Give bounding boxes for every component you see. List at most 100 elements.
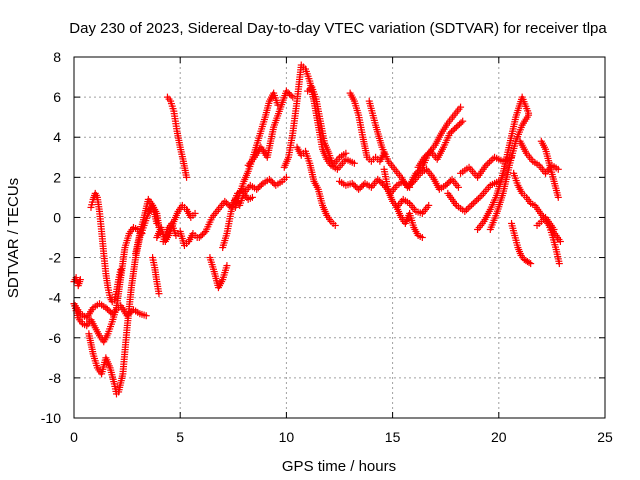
- data-point-arc-m: [248, 193, 256, 201]
- data-point-arc-aa: [471, 198, 479, 206]
- data-point-arc-t: [356, 184, 364, 192]
- data-point-arc-v: [442, 181, 450, 189]
- data-point-arc-ab: [484, 160, 492, 168]
- data-point-arc-aa: [463, 206, 471, 214]
- x-tick-label: 20: [491, 429, 507, 445]
- data-point-arc-y: [454, 122, 462, 130]
- y-tick-label: -6: [49, 330, 62, 346]
- data-point-arc-t: [358, 182, 366, 190]
- data-point-arc-y: [420, 153, 428, 161]
- y-tick-label: -2: [49, 250, 62, 266]
- data-point-arc-z: [425, 201, 433, 209]
- data-point-arc-t: [350, 181, 358, 189]
- data-point-arc-k: [199, 230, 207, 238]
- data-point-arc-t: [374, 175, 382, 183]
- data-point-arc-aa: [461, 207, 469, 215]
- data-point-arc-t: [377, 178, 385, 186]
- data-point-arc-o: [269, 178, 277, 186]
- data-point-arc-ab: [489, 155, 497, 163]
- data-point-arc-p: [286, 90, 294, 98]
- y-tick-label: 0: [53, 209, 61, 225]
- data-point-arc-y: [457, 119, 465, 127]
- x-tick-label: 0: [70, 429, 78, 445]
- data-point-arc-y: [424, 150, 432, 158]
- data-point-arc-i: [183, 173, 191, 181]
- data-point-arc-x: [457, 103, 465, 111]
- plot-frame: [73, 56, 606, 419]
- data-point-arc-y: [448, 128, 456, 136]
- data-point-arc-y: [446, 129, 454, 137]
- data-point-arc-ag: [554, 165, 562, 173]
- data-point-arc-a: [142, 312, 150, 320]
- data-point-arc-t: [355, 185, 363, 193]
- y-tick-label: 8: [53, 49, 61, 65]
- data-point-arc-p: [287, 92, 295, 100]
- x-tick-label: 15: [385, 429, 401, 445]
- data-points: [70, 61, 564, 398]
- data-point-arc-v: [443, 180, 451, 188]
- data-point-arc-o: [267, 177, 275, 185]
- data-point-arc-o: [265, 175, 273, 183]
- data-point-arc-p: [289, 93, 297, 101]
- data-point-arc-o: [253, 185, 261, 193]
- data-point-arc-e: [76, 276, 84, 284]
- data-point-arc-k: [221, 197, 229, 205]
- y-tick-label: 4: [53, 129, 61, 145]
- data-point-arc-v: [454, 183, 462, 191]
- data-point-arc-af: [556, 238, 564, 246]
- data-point-arc-aa: [469, 199, 477, 207]
- y-tick-label: -8: [49, 370, 62, 386]
- data-point-arc-t: [351, 182, 359, 190]
- y-tick-label: 6: [53, 89, 61, 105]
- x-tick-label: 25: [597, 429, 613, 445]
- data-point-arc-ad: [525, 111, 533, 119]
- data-point-arc-o: [257, 181, 265, 189]
- data-point-arc-k: [222, 199, 230, 207]
- data-point-arc-d: [117, 266, 125, 274]
- data-point-arc-k: [197, 232, 205, 240]
- data-point-arc-aj: [550, 225, 558, 233]
- data-point-arc-y: [459, 117, 467, 125]
- data-point-arc-p: [284, 89, 292, 97]
- y-tick-label: 2: [53, 169, 61, 185]
- data-point-arc-aa: [464, 204, 472, 212]
- chart-title: Day 230 of 2023, Sidereal Day-to-day VTE…: [69, 20, 607, 37]
- data-point-arc-y: [456, 120, 464, 128]
- x-tick-label: 10: [279, 429, 295, 445]
- data-point-arc-aa: [473, 196, 481, 204]
- data-point-arc-o: [256, 182, 264, 190]
- data-point-arc-ae: [525, 259, 533, 267]
- data-point-arc-f: [153, 219, 161, 227]
- data-point-arc-w: [418, 234, 426, 241]
- data-point-arc-t: [375, 177, 383, 185]
- data-point-arc-t: [348, 179, 356, 187]
- data-point-arc-ab: [482, 161, 490, 169]
- data-point-arc-x: [412, 169, 420, 177]
- data-point-arc-ai: [555, 260, 563, 268]
- data-point-arc-ah: [554, 193, 562, 201]
- data-point-arc-ae: [527, 260, 535, 268]
- data-point-arc-h: [191, 209, 199, 217]
- data-point-arc-a: [103, 305, 111, 313]
- y-tick-label: -4: [49, 290, 62, 306]
- data-point-arc-g: [155, 290, 163, 298]
- data-point-arc-ab: [485, 158, 493, 166]
- data-point-arc-y: [449, 126, 457, 134]
- data-point-arc-aa: [474, 195, 482, 203]
- data-point-arc-l: [223, 262, 231, 270]
- data-point-arc-aa: [468, 201, 476, 209]
- data-point-arc-s: [342, 149, 350, 157]
- axis-ticks: 0 5 10 15 20 25 -10 -8 -6 -4 -2 0 2 4 6 8: [41, 49, 613, 445]
- data-point-arc-y: [422, 152, 430, 160]
- data-point-arc-y: [451, 125, 459, 133]
- y-axis-label: SDTVAR / TECUs: [5, 178, 22, 298]
- data-point-arc-aa: [476, 193, 484, 201]
- data-point-arc-o: [282, 173, 290, 181]
- y-tick-label: -10: [41, 410, 61, 426]
- x-axis-label: GPS time / hours: [282, 458, 396, 475]
- data-point-arc-p: [282, 87, 290, 95]
- data-point-arc-q: [350, 159, 358, 167]
- data-point-arc-k: [200, 229, 208, 237]
- data-point-arc-k: [195, 234, 203, 241]
